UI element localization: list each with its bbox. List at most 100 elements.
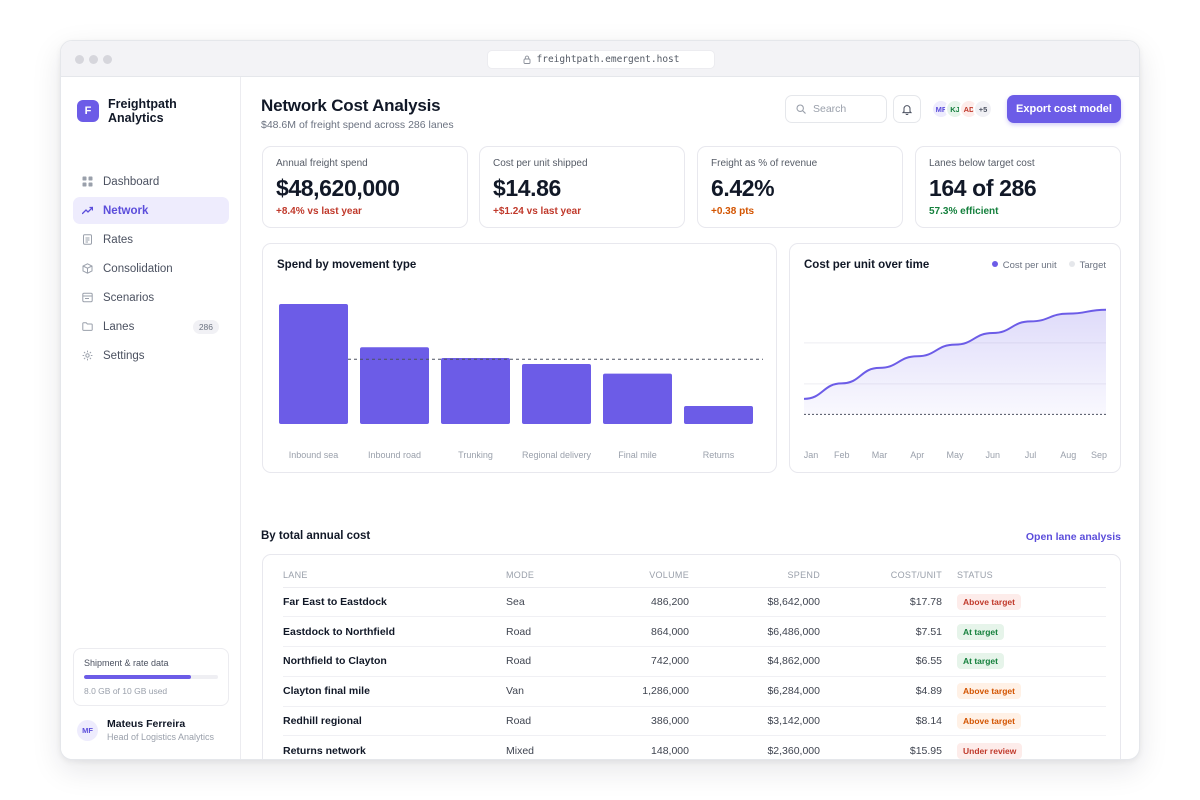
cell-spend: $8,642,000 [689,587,820,618]
more-avatars-count: +5 [973,99,993,119]
brand[interactable]: F Freightpath Analytics [77,97,188,125]
box-icon [82,263,93,274]
gear-icon [82,350,93,361]
column-header-cost-unit[interactable]: COST/UNIT [820,563,942,588]
column-header-spend[interactable]: SPEND [689,563,820,588]
collaborator-avatars[interactable]: MF KJ AD +5 [931,99,993,119]
avatar: MF [77,719,98,741]
kpi-label: Freight as % of revenue [711,158,818,169]
main-content: Network Cost Analysis $48.6M of freight … [242,77,1139,759]
cell-mode: Road [506,646,596,677]
table-row[interactable]: Far East to Eastdock Sea 486,200 $8,642,000… [283,587,1106,618]
window-minimize-dot[interactable] [89,55,98,64]
trend-chart-card: Cost per unit over time Cost per unit Ta… [789,243,1121,473]
table-row[interactable]: Redhill regional Road 386,000 $3,142,000 $8.… [283,706,1106,737]
sidebar-item-consolidation[interactable]: Consolidation [73,255,229,282]
kpi-card-cost-per-unit: Cost per unit shipped $14.86 +$1.24 vs l… [479,146,685,228]
cell-volume: 148,000 [651,745,689,758]
x-tick-label: Jan [804,450,819,460]
bar[interactable] [603,373,672,424]
column-header-mode[interactable]: MODE [506,563,596,588]
cost-trend-area-chart: Jan Feb Mar Apr May Jun Jul Aug Sep [803,308,1107,460]
export-cost-model-button[interactable]: Export cost model [1007,95,1121,123]
storage-card: Shipment & rate data 8.0 GB of 10 GB use… [73,648,229,706]
bell-icon [902,104,912,115]
cell-spend: $6,486,000 [689,616,820,648]
cell-cost-unit: $4.89 [820,676,942,707]
bar[interactable] [684,406,753,424]
cell-lane: Northfield to Clayton [283,646,506,677]
kpi-label: Lanes below target cost [929,158,1035,169]
bar[interactable] [441,358,510,424]
sidebar-item-label: Dashboard [103,175,160,188]
column-header-status[interactable]: STATUS [942,563,1106,588]
cell-spend: $3,142,000 [689,706,820,737]
cell-lane: Far East to Eastdock [283,587,506,618]
sidebar-item-dashboard[interactable]: Dashboard [73,168,229,195]
lanes-table: LANE MODE VOLUME SPEND COST/UNIT STATUS … [283,563,1106,759]
cell-cost-unit: $7.51 [820,616,942,648]
search-input[interactable] [813,103,873,115]
search-box[interactable] [785,95,887,123]
cell-spend: $6,284,000 [689,676,820,707]
cell-volume: 386,000 [596,706,689,737]
x-tick-label: Trunking [458,450,493,460]
cell-status: At target [942,616,1106,648]
bar[interactable] [360,347,429,424]
x-tick-label: Inbound sea [289,450,339,460]
legend-swatch [991,261,998,267]
open-lane-analysis-link[interactable]: Open lane analysis [1025,531,1121,543]
column-header-lane[interactable]: LANE [283,563,506,588]
sidebar-item-scenarios[interactable]: Scenarios [73,284,229,311]
x-tick-label: Feb [834,450,850,460]
bar[interactable] [522,364,591,424]
brand-logo: F [77,100,99,122]
spend-bar-chart: Inbound sea Inbound road Trunking Regional … [279,304,763,460]
sidebar-nav: Dashboard Network Rates Consolidation Sc… [73,168,229,371]
cell-volume: 864,000 [596,616,689,648]
table-row[interactable]: Eastdock to Northfield Road 864,000 $6,486,… [283,616,1106,648]
x-tick-label: May [946,450,964,460]
cell-lane: Eastdock to Northfield [283,616,506,648]
cell-lane: Returns network [283,745,366,758]
table-section-title: By total annual cost [261,530,371,542]
lock-icon [523,55,530,64]
address-bar[interactable]: freightpath.emergent.host [487,50,715,69]
status-badge: Above target [957,683,1021,700]
status-badge: Above target [957,593,1021,610]
sidebar-item-lanes[interactable]: Lanes 286 [73,313,229,340]
sidebar-item-label: Network [103,204,149,217]
storage-usage-text: 8.0 GB of 10 GB used [84,686,168,696]
cell-mode: Van [506,676,596,707]
cost-per-unit-line[interactable] [803,308,1107,400]
sidebar-item-network[interactable]: Network [73,197,229,224]
x-tick-label: Apr [910,450,924,460]
document-icon [82,234,93,245]
window-close-dot[interactable] [75,55,84,64]
grid-icon [82,176,93,187]
bar[interactable] [279,304,348,424]
kpi-label: Annual freight spend [276,158,368,169]
table-row[interactable]: Northfield to Clayton Road 742,000 $4,862,0… [283,646,1106,677]
sidebar-item-rates[interactable]: Rates [73,226,229,253]
cell-cost-unit: $15.95 [909,745,942,758]
cell-mode: Mixed [506,745,535,758]
notifications-button[interactable] [893,95,921,123]
column-header-volume[interactable]: VOLUME [596,563,689,588]
kpi-delta: +$1.24 vs last year [493,206,582,217]
kpi-value: $14.86 [493,175,561,201]
sidebar-item-label: Lanes [103,320,135,333]
table-row[interactable]: Clayton final mile Van 1,286,000 $6,284,000… [283,676,1106,707]
x-tick-label: Aug [1060,450,1076,460]
window-maximize-dot[interactable] [103,55,112,64]
user-profile[interactable]: MF Mateus Ferreira Head of Logistics Ana… [77,718,214,742]
storage-progress-fill [84,675,192,679]
legend-item-target: Target [1068,260,1106,271]
sidebar-item-settings[interactable]: Settings [73,342,229,369]
cell-cost-unit: $17.78 [820,587,942,618]
kpi-card-freight-revenue: Freight as % of revenue 6.42% +0.38 pts [697,146,903,228]
sidebar: F Freightpath Analytics Dashboard Networ… [61,77,241,759]
legend-label: Target [1079,260,1106,271]
x-tick-label: Regional delivery [522,450,592,460]
table-row[interactable]: Returns network Mixed 148,000 $2,360,000 $15… [283,736,1106,759]
